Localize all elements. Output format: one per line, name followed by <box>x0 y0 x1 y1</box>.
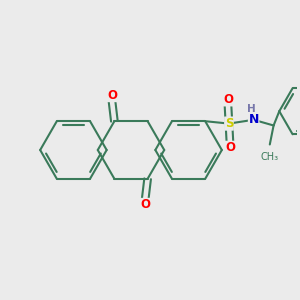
Text: S: S <box>225 117 233 130</box>
Text: O: O <box>225 141 235 154</box>
Text: H: H <box>248 104 256 114</box>
Text: O: O <box>107 88 117 102</box>
Text: O: O <box>140 198 150 212</box>
Text: O: O <box>223 93 233 106</box>
Text: CH₃: CH₃ <box>261 152 279 162</box>
Text: N: N <box>248 113 259 126</box>
